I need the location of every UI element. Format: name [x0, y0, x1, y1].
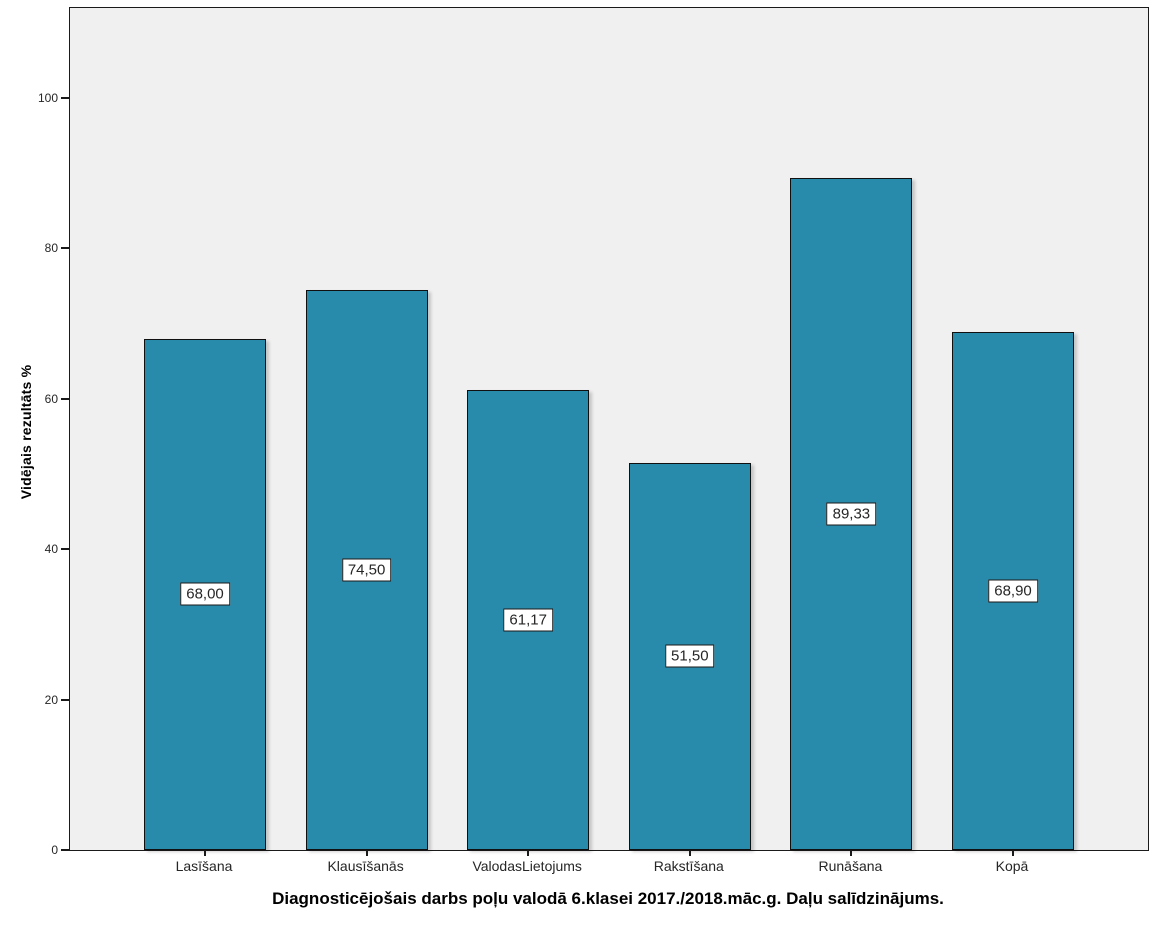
y-tick-mark — [61, 849, 69, 851]
plot-area: 0 20 40 60 80 100 68,00 74,50 61,17 51,50 89,33 68,… — [38, 7, 1149, 857]
x-tick-mark — [688, 850, 691, 856]
y-axis-title: Vidējais rezultāts % — [18, 364, 34, 500]
x-tick-mark — [850, 850, 853, 856]
x-category-label: Klausīšanās — [327, 858, 404, 874]
bar-value-label: 68,00 — [180, 582, 230, 606]
x-category-label: Lasīšana — [175, 858, 233, 874]
x-category-label: ValodasLietojums — [472, 858, 582, 874]
y-tick-mark — [61, 397, 69, 400]
bar-value-label: 51,50 — [665, 644, 715, 668]
y-tick-mark — [61, 97, 69, 99]
x-tick-mark — [527, 850, 530, 856]
x-category-label: Runāšana — [818, 858, 883, 874]
y-tick-mark — [61, 247, 69, 250]
bar-value-label: 74,50 — [341, 558, 392, 582]
x-axis-title: Diagnosticējošais darbs poļu valodā 6.kl… — [272, 889, 944, 908]
bar-value-label: 61,17 — [503, 608, 553, 632]
y-tick-label: 60 — [44, 391, 58, 406]
x-tick-mark — [365, 850, 368, 856]
y-tick-label: 0 — [51, 843, 58, 857]
y-tick-mark — [61, 548, 69, 551]
x-category-label: Kopā — [995, 858, 1029, 874]
x-tick-mark — [1012, 850, 1014, 856]
y-tick-label: 20 — [44, 692, 58, 707]
y-tick-label: 80 — [44, 241, 58, 256]
bar-value-label: 68,90 — [988, 579, 1038, 603]
x-tick-mark — [204, 850, 206, 856]
y-tick-label: 100 — [37, 91, 58, 105]
y-tick-mark — [61, 698, 69, 701]
x-category-label: Rakstīšana — [653, 858, 724, 874]
y-tick-label: 40 — [44, 542, 58, 557]
bar-value-label: 89,33 — [826, 502, 877, 526]
